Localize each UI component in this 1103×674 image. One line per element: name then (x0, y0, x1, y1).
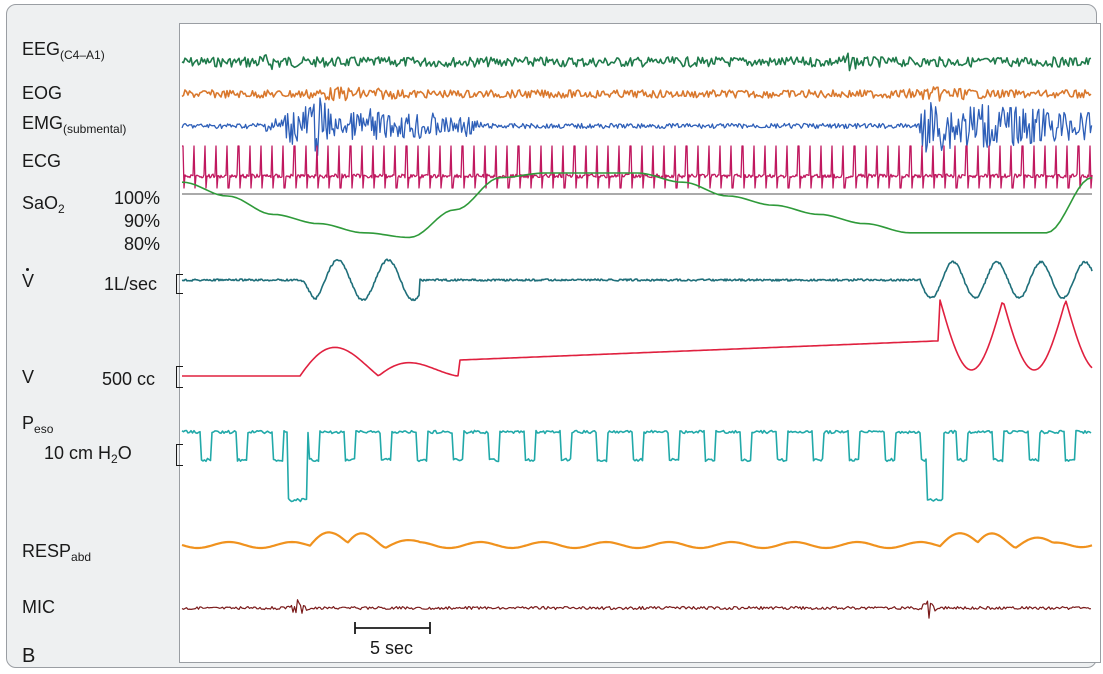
sao2-tick-80: 80% (124, 234, 161, 254)
mic-trace (181, 599, 1092, 619)
emg-label: EMG(submental) (22, 113, 127, 136)
eog-label: EOG (22, 83, 63, 103)
eog-trace (181, 86, 1092, 102)
resp-label: RESPabd (22, 541, 92, 564)
sao2-tick-100: 100% (114, 188, 161, 208)
vdot-trace (181, 258, 1093, 302)
ecg-label: ECG (22, 151, 62, 171)
mic-label: MIC (22, 597, 55, 617)
v-label: V (22, 367, 35, 387)
sao2-tick-90: 90% (124, 211, 161, 231)
resp-trace (181, 531, 1093, 550)
v-scale-bracket (176, 366, 183, 388)
vdot-label: V (22, 268, 35, 291)
eeg-label: EEG(C4–A1) (22, 39, 105, 62)
vdot-scale-bracket (176, 274, 183, 294)
v-scale-label: 500 cc (102, 369, 156, 389)
peso-trace (181, 429, 1092, 503)
peso-scale-bracket (176, 444, 183, 466)
time-scale-label: 5 sec (370, 638, 414, 658)
sao2-label: SaO2 (22, 193, 65, 216)
peso-scale-label: 10 cm H2O (44, 443, 132, 466)
v-trace (182, 299, 1093, 377)
sao2-trace (181, 172, 1093, 239)
peso-label: Peso (22, 413, 54, 436)
vdot-scale-label: 1L/sec (104, 274, 158, 294)
eeg-trace (181, 52, 1092, 72)
emg-trace (181, 97, 1093, 156)
ecg-trace (182, 145, 1093, 189)
panel-letter: B (22, 645, 36, 667)
